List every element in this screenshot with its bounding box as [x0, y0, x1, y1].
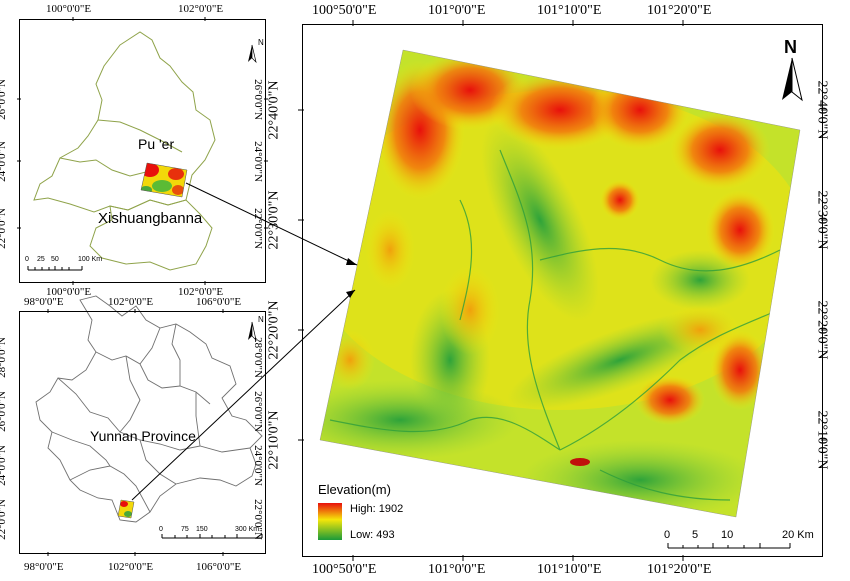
- inset-frame-top: [19, 19, 266, 283]
- top-y-tick-label: 26°0'0"N: [0, 79, 8, 120]
- top-y-tick-label: 22°0'0"N: [0, 208, 8, 249]
- bottom-x-tick-label-bottom: 98°0'0"E: [24, 561, 64, 573]
- main-x-tick-label: 101°0'0"E: [428, 3, 486, 18]
- bottom-y-tick-label: 22°0'0"N: [0, 499, 8, 540]
- scale-tick-top: 0: [25, 256, 29, 263]
- main-x-tick-label-bottom: 101°20'0"E: [647, 562, 712, 577]
- top-y-tick-label: 24°0'0"N: [0, 141, 8, 182]
- top-x-tick-label-bottom: 102°0'0"E: [178, 286, 224, 298]
- scale-bar-top: [27, 266, 83, 271]
- main-x-tick-label-bottom: 101°10'0"E: [537, 562, 602, 577]
- legend-low: Low: 493: [350, 529, 395, 541]
- main-y-tick-label-right: 22°40'0"N: [814, 80, 830, 140]
- bottom-y-tick-label: 24°0'0"N: [0, 445, 8, 486]
- bottom-y-tick-label-right: 22°0'0"N: [251, 499, 264, 540]
- main-y-tick-label-right: 22°30'0"N: [814, 190, 830, 250]
- main-map-frame: [302, 24, 823, 557]
- main-x-tick-label: 101°20'0"E: [647, 3, 712, 18]
- north-label-main: N: [784, 37, 797, 57]
- legend-gradient: [318, 503, 342, 540]
- bottom-y-tick-label: 28°0'0"N: [0, 337, 8, 378]
- bottom-x-tick-label: 98°0'0"E: [24, 296, 64, 308]
- main-y-tick-label: 22°10'0"N: [266, 410, 282, 470]
- bottom-y-tick-label-right: 28°0'0"N: [251, 337, 264, 378]
- puer-label: Pu 'er: [138, 136, 175, 152]
- bottom-x-tick-label: 102°0'0"E: [108, 296, 154, 308]
- scale-tick-top: 25: [37, 256, 45, 263]
- top-x-tick-label: 100°0'0"E: [46, 3, 92, 15]
- main-x-tick-label: 100°50'0"E: [312, 3, 377, 18]
- scale-tick-main: 20 Km: [782, 529, 814, 541]
- top-y-tick-label-right: 22°0'0"N: [251, 208, 264, 249]
- bottom-y-tick-label: 26°0'0"N: [0, 391, 8, 432]
- scale-tick-bottom: 0: [159, 526, 163, 533]
- yunnan-boundary: [35, 295, 263, 523]
- legend-high: High: 1902: [350, 503, 404, 515]
- main-y-tick-label: 22°30'0"N: [266, 190, 282, 250]
- bottom-x-tick-label: 106°0'0"E: [196, 296, 242, 308]
- north-arrow-top: [248, 44, 257, 64]
- north-label-top: N: [258, 38, 264, 47]
- scale-tick-top: 100 Km: [78, 256, 103, 263]
- yunnan-label: Yunnan Province: [90, 428, 196, 444]
- main-x-tick-label: 101°10'0"E: [537, 3, 602, 18]
- bottom-y-tick-label-right: 24°0'0"N: [251, 445, 264, 486]
- north-arrow-bottom: [248, 321, 257, 342]
- north-arrow-main: [782, 57, 803, 102]
- scale-tick-main: 10: [721, 529, 734, 541]
- top-y-tick-label-right: 26°0'0"N: [251, 79, 264, 120]
- main-x-tick-label-bottom: 101°0'0"E: [428, 562, 486, 577]
- main-y-tick-label-right: 22°10'0"N: [814, 410, 830, 470]
- top-x-tick-label: 102°0'0"E: [178, 3, 224, 15]
- legend-title: Elevation(m): [318, 482, 391, 497]
- main-y-tick-label: 22°40'0"N: [266, 80, 282, 140]
- bottom-x-tick-label-bottom: 102°0'0"E: [108, 561, 154, 573]
- main-y-tick-label-right: 22°20'0"N: [814, 300, 830, 360]
- scale-tick-top: 50: [51, 256, 59, 263]
- scale-tick-main: 5: [692, 529, 699, 541]
- north-label-bottom: N: [258, 315, 264, 324]
- bottom-x-tick-label-bottom: 106°0'0"E: [196, 561, 242, 573]
- top-y-tick-label-right: 24°0'0"N: [251, 141, 264, 182]
- xishuangbanna-label: Xishuangbanna: [98, 210, 203, 227]
- scale-tick-bottom: 300 Km: [235, 526, 260, 533]
- connector-arrows: [131, 182, 358, 501]
- top-x-tick-label-bottom: 100°0'0"E: [46, 286, 92, 298]
- scale-tick-main: 0: [664, 529, 671, 541]
- scale-tick-bottom: 150: [196, 526, 208, 533]
- study-area-mini-bottom: [118, 500, 134, 518]
- scale-tick-bottom: 75: [181, 526, 189, 533]
- xishuangbanna-boundary: [89, 199, 213, 271]
- main-x-tick-label-bottom: 100°50'0"E: [312, 562, 377, 577]
- scale-bar-bottom: [161, 534, 263, 539]
- scale-bar-main: [667, 543, 791, 549]
- bottom-y-tick-label-right: 26°0'0"N: [251, 391, 264, 432]
- main-y-tick-label: 22°20'0"N: [266, 300, 282, 360]
- inset-frame-bottom: [19, 311, 266, 554]
